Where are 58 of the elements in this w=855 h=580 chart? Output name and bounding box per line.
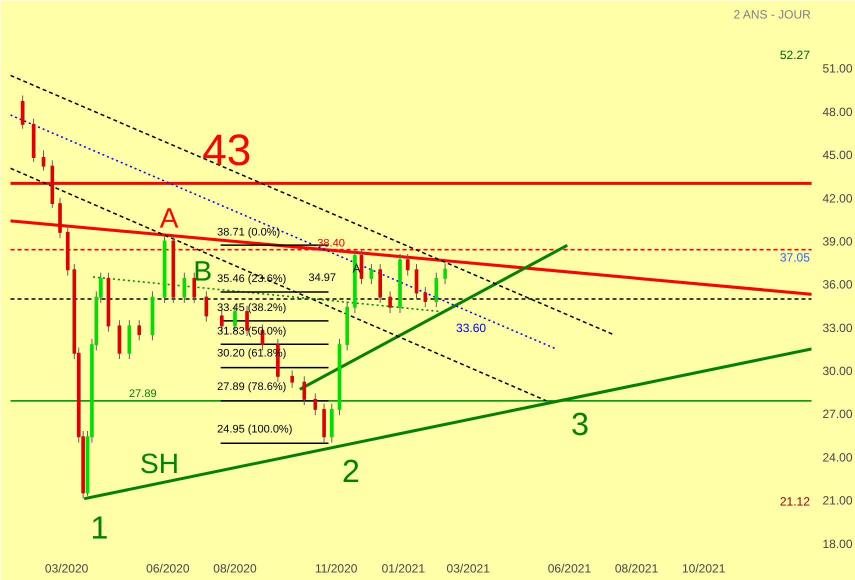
y-tick-label: 48.00 bbox=[822, 104, 853, 119]
ref-line-label: 27.89 bbox=[129, 388, 157, 400]
candlestick bbox=[406, 253, 410, 276]
annotation: 52.27 bbox=[780, 48, 810, 62]
annotation: SH bbox=[140, 448, 179, 480]
y-tick-label: 45.00 bbox=[822, 148, 853, 162]
candlestick bbox=[42, 150, 46, 171]
candlestick bbox=[388, 290, 392, 314]
candlestick bbox=[192, 272, 196, 304]
candlestick bbox=[414, 264, 418, 300]
y-tick-label: 24.00 bbox=[822, 450, 853, 464]
y-tick-label: 42.00 bbox=[822, 191, 853, 206]
annotation: 37.05 bbox=[780, 250, 810, 265]
y-tick-label: 33.00 bbox=[822, 320, 853, 335]
annotation: 33.60 bbox=[456, 320, 486, 335]
annotation: 1 bbox=[90, 509, 108, 546]
x-tick-label: 03/2021 bbox=[446, 562, 490, 576]
y-tick-label: 51.00 bbox=[822, 62, 853, 76]
annotation: 3 bbox=[571, 406, 589, 442]
annotation: B bbox=[193, 256, 212, 287]
candlestick bbox=[434, 272, 438, 308]
x-tick-label: 06/2020 bbox=[146, 562, 190, 576]
chart-title: 2 ANS - JOUR bbox=[733, 8, 812, 22]
candlestick bbox=[137, 320, 142, 341]
candlestick bbox=[370, 264, 374, 285]
x-tick-label: 11/2020 bbox=[314, 562, 358, 576]
candlestick bbox=[302, 376, 306, 406]
x-tick-label: 08/2021 bbox=[614, 562, 659, 576]
x-tick-label: 03/2020 bbox=[44, 562, 89, 576]
annotation: A bbox=[352, 262, 361, 276]
y-tick-label: 18.00 bbox=[822, 536, 853, 551]
candlestick bbox=[245, 305, 249, 337]
x-tick-label: 06/2021 bbox=[548, 562, 592, 576]
candlestick bbox=[204, 290, 208, 322]
annotation: 38.71 (0.0%) bbox=[217, 226, 280, 238]
annotation: 27.89 (78.6%) bbox=[217, 381, 286, 394]
candlestick bbox=[443, 262, 447, 285]
y-tick-label: 30.00 bbox=[822, 364, 853, 378]
candlestick bbox=[20, 95, 24, 130]
ref-line-label: 43 bbox=[202, 126, 252, 176]
x-tick-label: 08/2020 bbox=[213, 562, 257, 576]
candlestick bbox=[290, 370, 294, 388]
annotation: 2 bbox=[342, 452, 360, 489]
y-tick-label: 36.00 bbox=[822, 278, 853, 292]
candlestick bbox=[423, 286, 428, 308]
x-tick-label: 10/2021 bbox=[682, 562, 726, 576]
y-tick-label: 39.00 bbox=[822, 234, 853, 248]
annotation: A bbox=[160, 202, 179, 234]
x-tick-label: 01/2021 bbox=[382, 562, 426, 576]
candlestick bbox=[182, 272, 186, 304]
ref-line-label: 38.40 bbox=[317, 237, 345, 250]
y-tick-label: 27.00 bbox=[822, 407, 853, 422]
ref-line-label: 34.97 bbox=[308, 272, 336, 284]
annotation: 21.12 bbox=[780, 494, 810, 509]
annotation: 24.95 (100.0%) bbox=[217, 423, 292, 436]
candlestick bbox=[360, 249, 364, 285]
candlestick bbox=[313, 393, 318, 416]
y-tick-label: 21.00 bbox=[822, 494, 853, 508]
